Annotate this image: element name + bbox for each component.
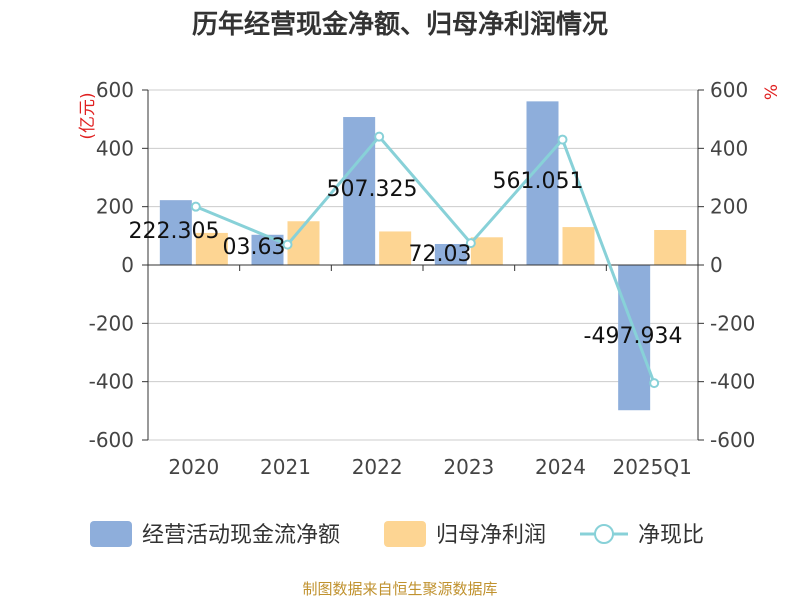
line-point <box>190 201 201 212</box>
bar <box>159 200 192 265</box>
x-tick-label: 2024 <box>535 455 586 479</box>
x-tick-label: 2021 <box>260 455 311 479</box>
legend-label: 归母净利润 <box>436 523 546 548</box>
axes: 600 400 200 0 -200 -400 -600 600 400 200 0 -200 -400… <box>78 78 782 479</box>
y-right-tick-label: 600 <box>710 78 748 102</box>
line-point <box>465 238 476 249</box>
legend-label: 净现比 <box>638 523 704 548</box>
bar <box>562 227 595 265</box>
bar <box>287 221 320 265</box>
source-note: 制图数据来自恒生聚源数据库 <box>302 580 498 598</box>
y-left-tick-label: 0 <box>121 253 134 277</box>
bar <box>618 265 651 411</box>
y-right-tick-label: -600 <box>710 428 755 452</box>
bar <box>470 237 503 265</box>
line-point <box>557 134 568 145</box>
bar <box>654 230 687 265</box>
x-tick-label: 2023 <box>443 455 494 479</box>
y-left-tick-label: 600 <box>96 78 134 102</box>
legend-marker <box>594 524 614 544</box>
x-tick-label: 2020 <box>168 455 219 479</box>
y-right-tick-label: -200 <box>710 311 755 335</box>
bar-series <box>159 101 687 411</box>
bar <box>343 117 376 265</box>
x-tick-label: 2025Q1 <box>612 455 691 479</box>
bar-data-label: 03.63 <box>223 235 286 260</box>
line-series <box>190 131 660 389</box>
y-right-axis-title: % <box>762 84 782 100</box>
bar <box>526 101 559 265</box>
y-left-tick-label: -400 <box>89 370 134 394</box>
legend-swatch <box>90 521 132 547</box>
legend-swatch <box>384 521 426 547</box>
bar-data-label: 72.03 <box>409 242 472 267</box>
y-right-tick-label: 0 <box>710 253 723 277</box>
y-right-tick-label: -400 <box>710 370 755 394</box>
bar <box>195 232 228 265</box>
bar-data-label: -497.934 <box>584 324 683 349</box>
y-left-tick-label: 400 <box>96 136 134 160</box>
legend: 经营活动现金流净额 归母净利润 净现比 <box>90 521 704 548</box>
line-point <box>282 239 293 250</box>
legend-label: 经营活动现金流净额 <box>142 523 340 548</box>
line-point <box>649 378 660 389</box>
y-left-tick-label: -200 <box>89 311 134 335</box>
y-left-tick-label: -600 <box>89 428 134 452</box>
bar <box>434 243 467 265</box>
y-left-tick-label: 200 <box>96 195 134 219</box>
bar-data-label: 507.325 <box>327 177 418 202</box>
bar-data-label: 222.305 <box>129 219 220 244</box>
y-right-tick-label: 400 <box>710 136 748 160</box>
bar-data-label: 561.051 <box>493 169 584 194</box>
x-tick-label: 2022 <box>352 455 403 479</box>
bar <box>379 231 412 265</box>
y-right-tick-label: 200 <box>710 195 748 219</box>
chart-title: 历年经营现金净额、归母净利润情况 <box>191 10 608 40</box>
line-series-path <box>195 134 656 384</box>
line-point <box>374 131 385 142</box>
y-left-axis-title: (亿元) <box>78 92 98 139</box>
